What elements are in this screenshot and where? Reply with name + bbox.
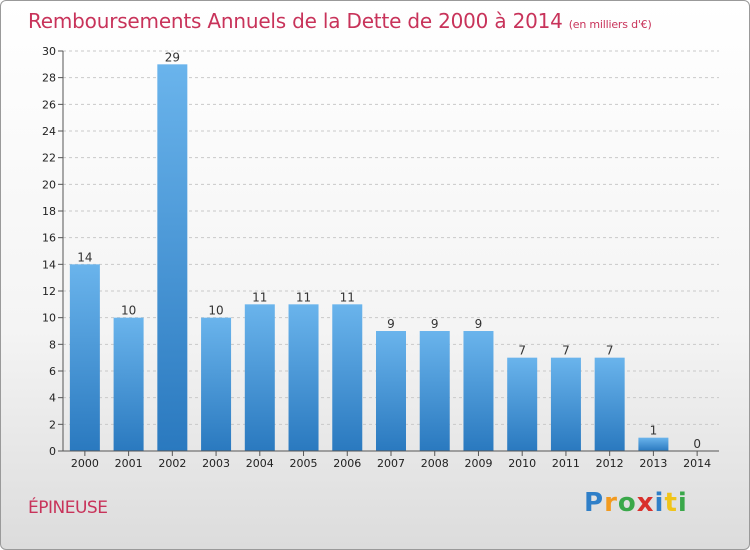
bar-value-label: 10 <box>121 304 136 318</box>
x-tick-label: 2009 <box>464 457 492 470</box>
y-tick-label: 20 <box>42 178 56 191</box>
bar-value-label: 0 <box>693 437 701 451</box>
x-tick-label: 2014 <box>683 457 711 470</box>
x-tick-label: 2007 <box>377 457 405 470</box>
y-tick-label: 12 <box>42 285 56 298</box>
y-tick-label: 24 <box>42 125 56 138</box>
chart-subtitle: (en milliers d'€) <box>568 18 652 31</box>
y-tick-label: 28 <box>42 72 56 85</box>
title-text: Remboursements Annuels de la Dette de 20… <box>28 9 563 33</box>
bar-value-label: 10 <box>208 304 223 318</box>
bar <box>594 357 625 451</box>
chart-title: Remboursements Annuels de la Dette de 20… <box>28 9 652 33</box>
x-tick-label: 2000 <box>71 457 99 470</box>
x-tick-label: 2010 <box>508 457 536 470</box>
y-tick-label: 8 <box>49 338 56 351</box>
y-tick-label: 30 <box>42 45 56 58</box>
x-tick-label: 2001 <box>115 457 143 470</box>
x-tick-label: 2006 <box>333 457 361 470</box>
x-tick-label: 2005 <box>290 457 318 470</box>
bar-value-label: 7 <box>606 344 614 358</box>
bar-value-label: 14 <box>77 250 92 264</box>
x-tick-label: 2003 <box>202 457 230 470</box>
bar <box>113 317 144 451</box>
bar <box>376 331 406 451</box>
x-tick-label: 2002 <box>158 457 186 470</box>
commune-name: ÉPINEUSE <box>28 498 108 518</box>
bar-value-label: 9 <box>387 317 395 331</box>
y-tick-label: 10 <box>42 312 56 325</box>
y-tick-label: 0 <box>49 445 56 458</box>
bar <box>332 304 363 451</box>
bar <box>507 357 538 451</box>
bar-value-label: 9 <box>475 317 483 331</box>
y-tick-label: 2 <box>49 418 56 431</box>
bar <box>463 331 494 451</box>
bar-value-label: 11 <box>252 290 267 304</box>
bar-value-label: 11 <box>296 290 311 304</box>
x-tick-label: 2012 <box>596 457 624 470</box>
proxiti-logo[interactable]: Proxiti <box>584 488 688 518</box>
bar <box>288 304 319 451</box>
bar <box>69 264 100 451</box>
y-tick-label: 18 <box>42 205 56 218</box>
x-tick-label: 2008 <box>421 457 449 470</box>
bar-value-label: 29 <box>165 50 180 64</box>
bar-value-label: 7 <box>562 344 570 358</box>
bar <box>201 317 232 451</box>
bar <box>638 437 669 451</box>
bar-value-label: 11 <box>340 290 355 304</box>
bar <box>419 331 450 451</box>
y-tick-label: 26 <box>42 98 56 111</box>
bar <box>550 357 581 451</box>
bar-value-label: 9 <box>431 317 439 331</box>
y-tick-label: 16 <box>42 232 56 245</box>
bar-value-label: 7 <box>518 344 526 358</box>
x-tick-label: 2011 <box>552 457 580 470</box>
x-tick-label: 2013 <box>639 457 667 470</box>
y-tick-label: 14 <box>42 258 56 271</box>
bar <box>244 304 275 451</box>
y-tick-label: 6 <box>49 365 56 378</box>
x-tick-label: 2004 <box>246 457 274 470</box>
y-tick-label: 22 <box>42 152 56 165</box>
y-tick-label: 4 <box>49 392 56 405</box>
bar <box>157 64 188 452</box>
bar-value-label: 1 <box>650 424 658 438</box>
